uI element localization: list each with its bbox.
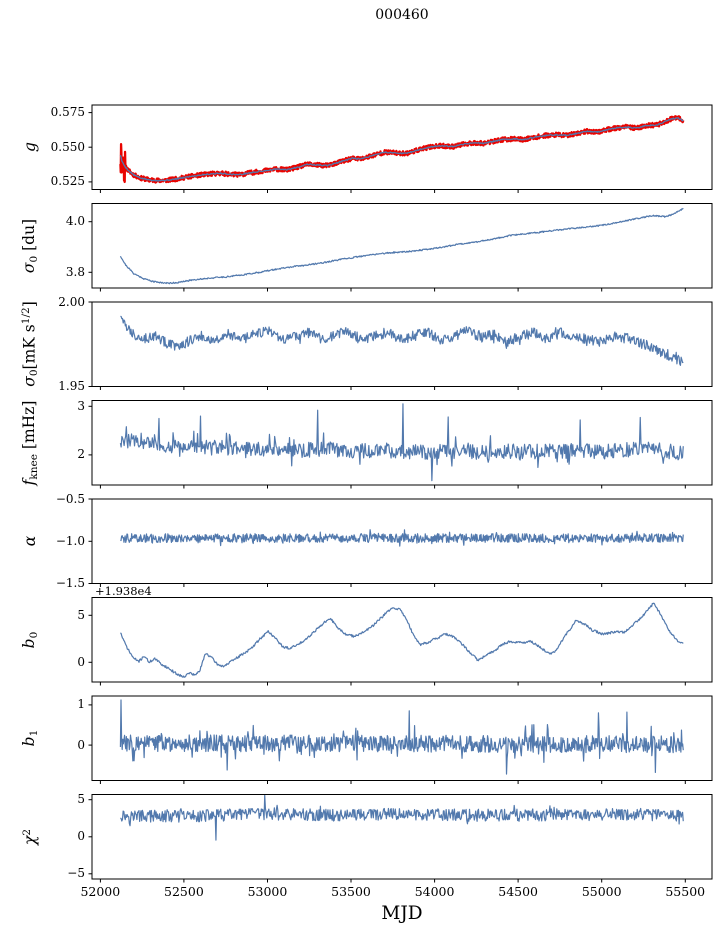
- y-axis-label-chi2: χ2: [20, 828, 40, 845]
- panel-sigma0-du-frame: [91, 203, 713, 289]
- figure-title: 000460: [375, 7, 429, 23]
- x-axis-label: MJD: [381, 903, 423, 924]
- panel-fknee: [88, 400, 713, 489]
- series-sigma0-du-series-line: [119, 207, 684, 285]
- y-axis-label-sigma0-mks: σ0[mK s1/2]: [20, 301, 40, 388]
- series-sigma0-mks-series-line: [120, 315, 684, 366]
- panel-b0-frame: [91, 597, 713, 683]
- y-tick-label-alpha: −1.0: [55, 533, 85, 548]
- panel-b1: [88, 695, 713, 784]
- y-tick-label-b0: 0: [77, 654, 85, 669]
- y-axis-label-fknee: fknee [mHz]: [20, 400, 40, 486]
- panel-chi2-frame: [91, 794, 713, 880]
- panel-fknee-frame: [91, 400, 713, 486]
- x-tick-label: 52000: [80, 884, 121, 899]
- y-tick-label-b1: 1: [77, 697, 85, 712]
- series-alpha-series-line: [120, 529, 684, 547]
- panel-sigma0-mks-frame: [91, 301, 713, 387]
- y-tick-label-sigma0-du: 3.8: [65, 264, 85, 279]
- series-g-raw-line: [119, 115, 685, 184]
- series-b0-series-line: [120, 602, 684, 678]
- y-axis-label-alpha: α: [21, 536, 39, 547]
- y-tick-label-g: 0.550: [50, 139, 85, 154]
- x-tick-label: 55000: [581, 884, 622, 899]
- panel-sigma0-mks: [88, 301, 713, 390]
- x-tick-label: 55500: [665, 884, 706, 899]
- y-tick-label-sigma0-mks: 2.00: [58, 294, 85, 309]
- y-tick-label-alpha: −1.5: [55, 576, 85, 590]
- series-chi2-series-line: [120, 794, 684, 841]
- series-g-smooth-line: [119, 117, 684, 182]
- y-axis-label-b0: b0: [20, 631, 40, 649]
- y-axis-label-g: g: [21, 142, 39, 153]
- x-tick-label: 53000: [247, 884, 288, 899]
- series-fknee-series-line: [119, 403, 684, 482]
- y-tick-label-alpha: −0.5: [55, 491, 85, 506]
- series-b1-series-line: [119, 699, 684, 775]
- y-tick-label-g: 0.575: [50, 105, 85, 120]
- y-tick-label-chi2: 5: [77, 792, 85, 807]
- b0-axis-offset-text: +1.938e4: [95, 584, 152, 598]
- x-tick-label: 52500: [164, 884, 204, 899]
- panel-sigma0-du: [88, 203, 713, 292]
- panel-b1-frame: [91, 695, 713, 781]
- y-axis-label-b1: b1: [20, 729, 40, 747]
- y-tick-label-chi2: −5: [67, 866, 85, 881]
- y-axis-label-sigma0-du: σ0 [du]: [20, 218, 40, 273]
- y-tick-label-g: 0.525: [50, 174, 85, 189]
- y-tick-label-sigma0-mks: 1.95: [58, 379, 85, 393]
- y-tick-label-sigma0-du: 4.0: [65, 214, 85, 229]
- x-tick-label: 53500: [331, 884, 371, 899]
- x-tick-label: 54000: [414, 884, 455, 899]
- y-tick-label-fknee: 2: [77, 447, 85, 462]
- y-tick-label-fknee: 3: [77, 398, 85, 413]
- panel-alpha: [88, 498, 713, 587]
- y-tick-label-b1: 0: [77, 737, 85, 752]
- panel-chi2: [88, 794, 713, 883]
- panel-b0: [88, 597, 713, 686]
- y-tick-label-b0: 5: [77, 607, 85, 622]
- y-tick-label-chi2: 0: [77, 829, 85, 844]
- panel-g: [88, 104, 713, 193]
- x-tick-label: 54500: [498, 884, 539, 899]
